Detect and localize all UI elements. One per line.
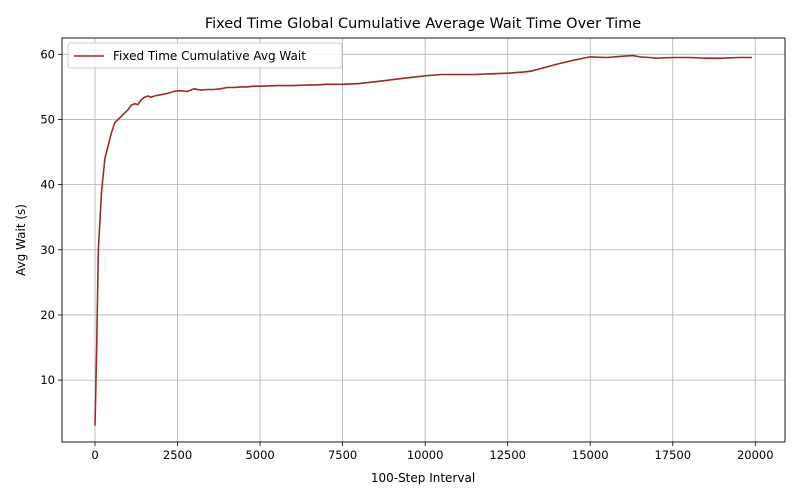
y-tick-label: 20 xyxy=(40,308,55,322)
x-tick-label: 17500 xyxy=(654,448,691,462)
gridlines xyxy=(62,38,785,442)
series-layer xyxy=(94,54,752,426)
x-tick-label: 0 xyxy=(91,448,98,462)
x-axis-label: 100-Step Interval xyxy=(371,471,475,485)
y-tick-label: 40 xyxy=(40,178,55,192)
x-tick-label: 10000 xyxy=(407,448,444,462)
legend: Fixed Time Cumulative Avg Wait xyxy=(67,42,343,69)
ticks: 0 2500 5000 7500 10000 12500 15000 17500 20000 10… xyxy=(40,47,773,462)
y-tick-label: 60 xyxy=(40,47,55,61)
legend-box xyxy=(67,42,343,69)
x-tick-label: 7500 xyxy=(328,448,357,462)
y-tick-label: 30 xyxy=(40,243,55,257)
series-line xyxy=(94,54,752,426)
x-tick-label: 20000 xyxy=(737,448,774,462)
y-tick-label: 10 xyxy=(40,373,55,387)
x-tick-label: 15000 xyxy=(572,448,609,462)
y-axis-label: Avg Wait (s) xyxy=(14,204,28,276)
x-tick-label: 5000 xyxy=(245,448,274,462)
x-tick-label: 12500 xyxy=(489,448,526,462)
chart-title: Fixed Time Global Cumulative Average Wai… xyxy=(205,16,641,32)
y-tick-label: 50 xyxy=(40,112,55,126)
legend-label: Fixed Time Cumulative Avg Wait xyxy=(113,49,306,63)
x-tick-label: 2500 xyxy=(163,448,192,462)
plot-frame xyxy=(61,37,786,443)
